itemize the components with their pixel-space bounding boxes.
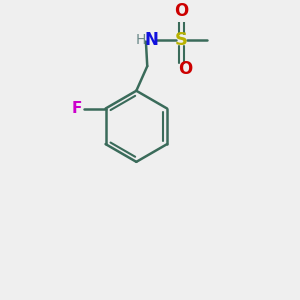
Text: S: S [175,31,188,49]
Text: H: H [135,33,146,47]
Text: O: O [174,2,189,20]
Text: O: O [178,60,193,78]
Text: N: N [144,31,158,49]
Text: F: F [72,101,82,116]
